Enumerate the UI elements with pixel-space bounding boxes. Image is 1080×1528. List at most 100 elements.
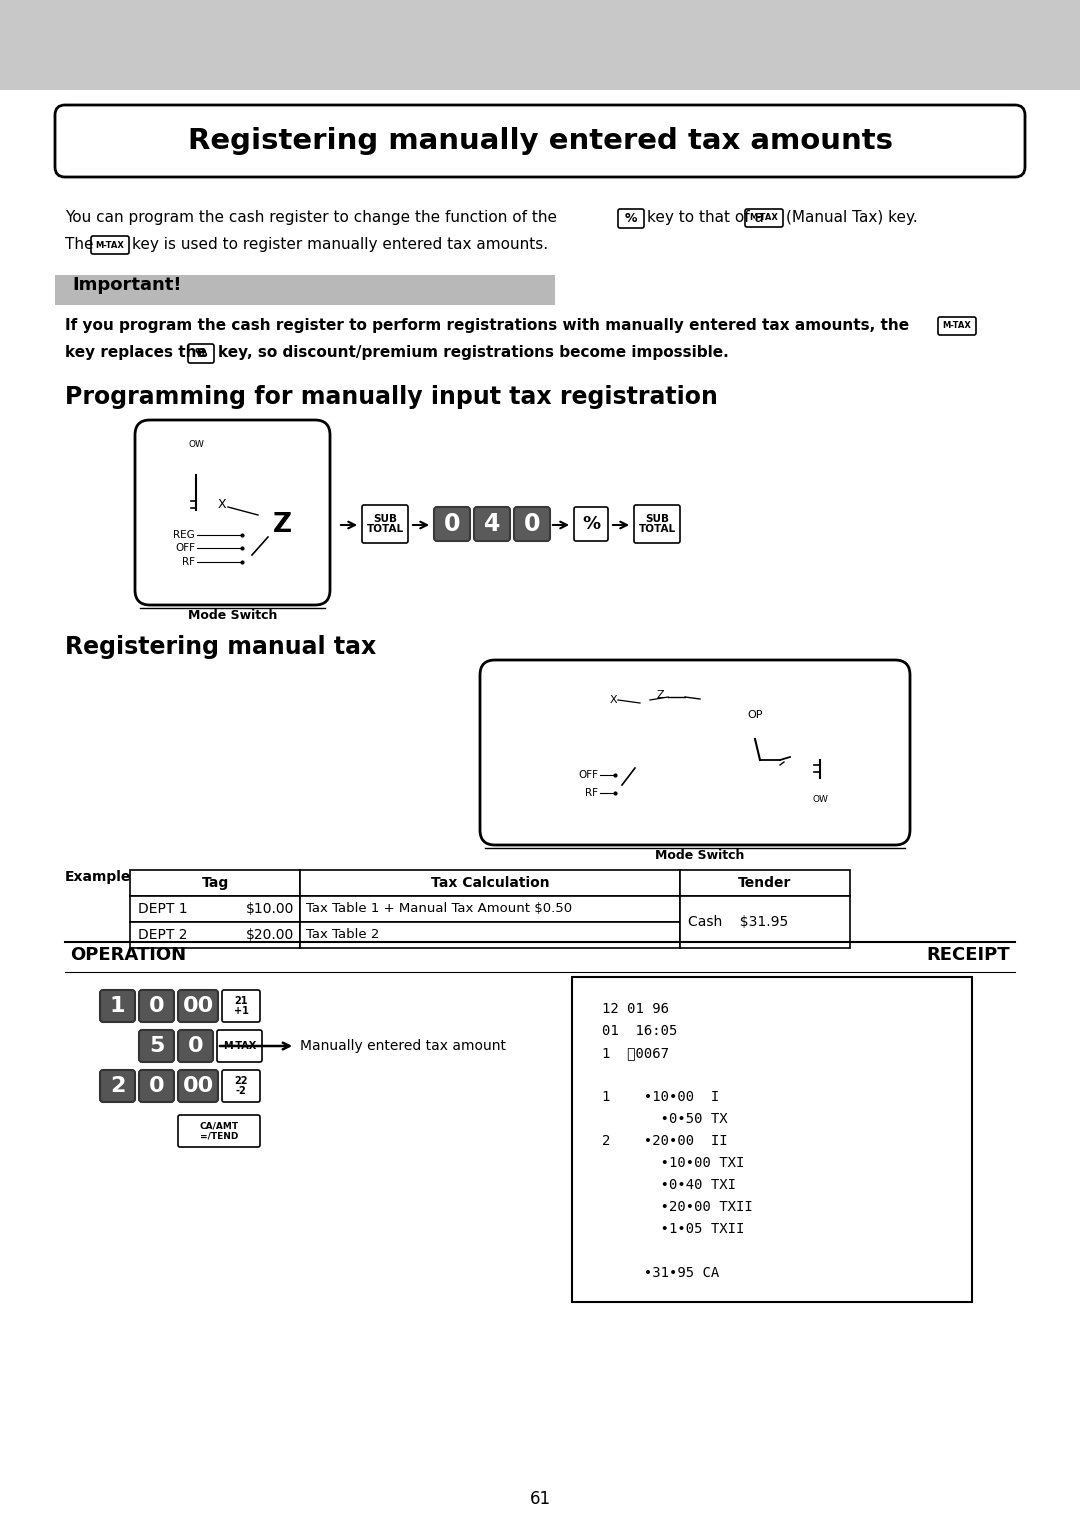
Text: 0: 0 <box>444 512 460 536</box>
Text: OFF: OFF <box>578 770 598 779</box>
Text: %: % <box>582 515 600 533</box>
Text: key, so discount/premium registrations become impossible.: key, so discount/premium registrations b… <box>218 345 729 361</box>
Text: Z: Z <box>272 512 292 538</box>
FancyBboxPatch shape <box>135 420 330 605</box>
Text: DEPT 1: DEPT 1 <box>138 902 188 915</box>
Text: 01  16:05: 01 16:05 <box>602 1024 677 1038</box>
Text: RF: RF <box>183 558 195 567</box>
FancyBboxPatch shape <box>55 105 1025 177</box>
Text: •10•00 TXI: •10•00 TXI <box>602 1157 744 1170</box>
Circle shape <box>798 778 842 822</box>
Text: Z: Z <box>657 691 664 700</box>
Text: $20.00: $20.00 <box>246 927 294 941</box>
Text: REG: REG <box>173 530 195 539</box>
Bar <box>55 275 555 306</box>
Text: 4: 4 <box>484 512 500 536</box>
Text: 2    •20•00  II: 2 •20•00 II <box>602 1134 728 1148</box>
Text: $10.00: $10.00 <box>245 902 294 915</box>
Text: Registering manually entered tax amounts: Registering manually entered tax amounts <box>188 127 892 154</box>
FancyBboxPatch shape <box>100 1070 135 1102</box>
FancyBboxPatch shape <box>217 1030 262 1062</box>
Text: 0: 0 <box>524 512 540 536</box>
Text: 12 01 96: 12 01 96 <box>602 1002 669 1016</box>
Bar <box>680 869 850 895</box>
Text: 22
-2: 22 -2 <box>234 1076 247 1097</box>
Bar <box>0 0 1080 90</box>
Text: 00: 00 <box>183 996 214 1016</box>
FancyBboxPatch shape <box>139 1030 174 1062</box>
Text: X: X <box>609 695 617 704</box>
Text: %: % <box>194 347 207 361</box>
Bar <box>300 869 680 895</box>
Text: 1    •10•00  I: 1 •10•00 I <box>602 1089 719 1105</box>
Bar <box>130 895 300 921</box>
Text: M-TAX: M-TAX <box>750 214 779 223</box>
FancyBboxPatch shape <box>188 344 214 364</box>
Text: •20•00 TXII: •20•00 TXII <box>602 1199 753 1215</box>
FancyBboxPatch shape <box>634 504 680 542</box>
Text: SUB
TOTAL: SUB TOTAL <box>366 513 404 535</box>
Text: DEPT 2: DEPT 2 <box>138 927 188 941</box>
Text: Tax Calculation: Tax Calculation <box>431 876 550 889</box>
Bar <box>680 895 850 947</box>
Bar <box>130 869 300 895</box>
FancyBboxPatch shape <box>139 990 174 1022</box>
FancyBboxPatch shape <box>618 209 644 228</box>
FancyBboxPatch shape <box>480 660 910 845</box>
Text: 0: 0 <box>188 1036 203 1056</box>
Text: Tax Table 1 + Manual Tax Amount $0.50: Tax Table 1 + Manual Tax Amount $0.50 <box>306 903 572 915</box>
Text: OPERATION: OPERATION <box>70 946 186 964</box>
FancyBboxPatch shape <box>100 990 135 1022</box>
Text: 2: 2 <box>110 1076 125 1096</box>
FancyBboxPatch shape <box>178 1115 260 1148</box>
Text: key is used to register manually entered tax amounts.: key is used to register manually entered… <box>132 237 549 252</box>
Text: OW: OW <box>188 440 204 449</box>
Text: OP: OP <box>747 711 762 720</box>
FancyBboxPatch shape <box>222 990 260 1022</box>
Text: key replaces the: key replaces the <box>65 345 207 361</box>
Text: •31•95 CA: •31•95 CA <box>602 1267 719 1280</box>
Text: You can program the cash register to change the function of the: You can program the cash register to cha… <box>65 209 557 225</box>
Bar <box>300 921 680 947</box>
Text: OFF: OFF <box>175 542 195 553</box>
Text: 00: 00 <box>183 1076 214 1096</box>
Ellipse shape <box>612 753 644 804</box>
Text: Important!: Important! <box>72 277 181 293</box>
Text: RECEIPT: RECEIPT <box>927 946 1010 964</box>
Text: Example: Example <box>65 869 132 885</box>
Circle shape <box>731 691 779 740</box>
FancyBboxPatch shape <box>745 209 783 228</box>
Text: The: The <box>65 237 94 252</box>
Text: 1  一0067: 1 一0067 <box>602 1047 669 1060</box>
FancyBboxPatch shape <box>178 1070 218 1102</box>
FancyBboxPatch shape <box>939 316 976 335</box>
Text: M-TAX: M-TAX <box>943 321 971 330</box>
Text: 0: 0 <box>149 1076 164 1096</box>
FancyBboxPatch shape <box>178 990 218 1022</box>
FancyBboxPatch shape <box>139 1070 174 1102</box>
Text: Manually entered tax amount: Manually entered tax amount <box>300 1039 507 1053</box>
Text: Tender: Tender <box>739 876 792 889</box>
Text: 5: 5 <box>149 1036 164 1056</box>
Bar <box>130 921 300 947</box>
Text: •0•40 TXI: •0•40 TXI <box>602 1178 735 1192</box>
Text: Mode Switch: Mode Switch <box>656 850 745 862</box>
Ellipse shape <box>243 521 276 573</box>
Text: SUB
TOTAL: SUB TOTAL <box>638 513 676 535</box>
Text: Mode Switch: Mode Switch <box>188 610 278 622</box>
Text: X: X <box>218 498 227 512</box>
Circle shape <box>528 718 612 802</box>
Circle shape <box>256 500 308 552</box>
Text: REG: REG <box>546 750 594 770</box>
Text: •1•05 TXII: •1•05 TXII <box>602 1222 744 1236</box>
Text: If you program the cash register to perform registrations with manually entered : If you program the cash register to perf… <box>65 318 909 333</box>
FancyBboxPatch shape <box>434 507 470 541</box>
Bar <box>300 895 680 921</box>
FancyBboxPatch shape <box>514 507 550 541</box>
Text: OW: OW <box>812 796 828 805</box>
Text: Programming for manually input tax registration: Programming for manually input tax regis… <box>65 385 718 410</box>
Text: 0: 0 <box>149 996 164 1016</box>
Bar <box>572 976 972 1302</box>
Text: RF: RF <box>585 788 598 798</box>
FancyBboxPatch shape <box>573 507 608 541</box>
